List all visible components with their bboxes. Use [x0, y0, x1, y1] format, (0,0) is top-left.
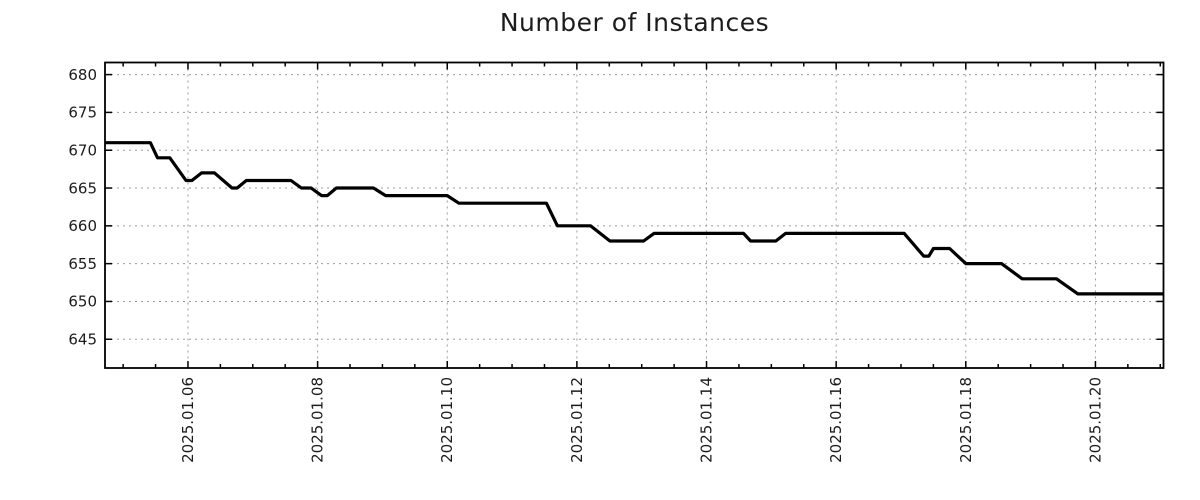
y-tick-label: 645	[68, 331, 97, 349]
x-tick-label: 2025.01.12	[568, 377, 586, 463]
y-tick-label: 650	[68, 293, 97, 311]
plot-border	[104, 61, 1165, 369]
x-tick-label: 2025.01.08	[309, 377, 327, 463]
x-tick-label: 2025.01.18	[957, 377, 975, 463]
y-tick-label: 680	[68, 66, 97, 84]
x-tick-label: 2025.01.16	[827, 377, 845, 463]
grid-lines	[105, 62, 1164, 368]
series-line	[105, 141, 1164, 296]
x-tick-label: 2025.01.20	[1086, 377, 1104, 463]
data-series	[105, 141, 1164, 296]
y-tick-label: 670	[68, 141, 97, 159]
chart-title: Number of Instances	[499, 8, 770, 37]
plot-frame	[104, 61, 1165, 369]
y-tick-label: 665	[68, 179, 97, 197]
y-tick-label: 660	[68, 217, 97, 235]
x-tick-label: 2025.01.10	[438, 377, 456, 463]
y-tick-label: 655	[68, 255, 97, 273]
axis-ticks	[105, 62, 1164, 368]
tick-labels: 645 650 655 660 665 670 675 680 2025.01.06 2025.0…	[68, 66, 1104, 463]
x-tick-label: 2025.01.06	[179, 377, 197, 463]
x-tick-label: 2025.01.14	[698, 377, 716, 463]
y-tick-label: 675	[68, 104, 97, 122]
